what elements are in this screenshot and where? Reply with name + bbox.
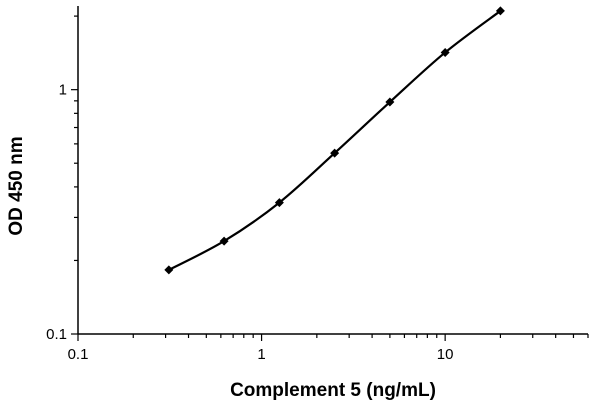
data-point bbox=[164, 265, 174, 275]
y-tick-label: 0.1 bbox=[46, 326, 67, 343]
data-point bbox=[385, 97, 395, 107]
data-point bbox=[440, 47, 450, 57]
x-tick-label: 1 bbox=[257, 346, 265, 363]
y-tick-label: 1 bbox=[59, 82, 67, 99]
x-tick-label: 10 bbox=[437, 346, 454, 363]
x-tick-label: 0.1 bbox=[68, 346, 89, 363]
y-axis-title: OD 450 nm bbox=[6, 136, 27, 235]
axes bbox=[77, 6, 588, 335]
data-point bbox=[495, 6, 505, 16]
fit-curve bbox=[168, 10, 502, 271]
data-point bbox=[219, 236, 229, 246]
data-points bbox=[164, 6, 505, 275]
x-ticks: 0.1 1 10 bbox=[68, 334, 589, 363]
data-point bbox=[274, 198, 284, 208]
x-axis-title: Complement 5 (ng/mL) bbox=[230, 380, 436, 401]
data-point bbox=[330, 148, 340, 158]
y-ticks: 0.11 bbox=[46, 15, 78, 343]
